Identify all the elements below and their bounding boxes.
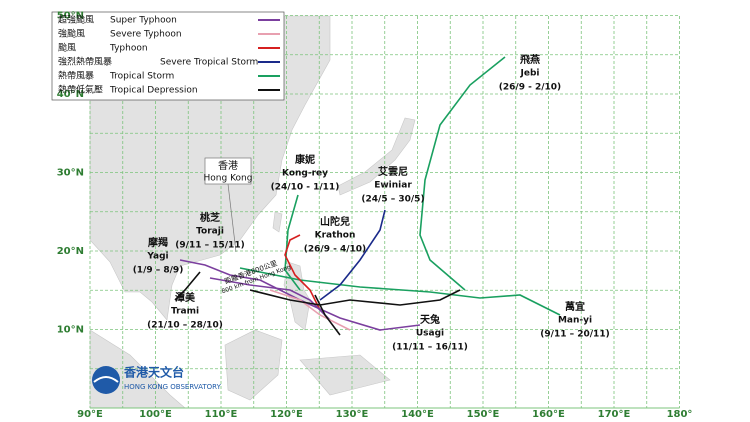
storm-name-en: Toraji <box>196 227 224 237</box>
longitude-label: 90°E <box>77 409 103 420</box>
legend-zh: 熱帶風暴 <box>58 70 94 82</box>
legend-zh: 熱帶低氣壓 <box>58 84 103 96</box>
storm-dates: (9/11 – 20/11) <box>540 330 609 340</box>
legend-zh: 超強颱風 <box>58 14 94 26</box>
storm-name-zh: 潭美 <box>175 291 196 304</box>
longitude-label: 100°E <box>139 409 172 420</box>
storm-dates: (24/5 – 30/5) <box>361 195 424 205</box>
storm-name-en: Kong-rey <box>282 169 328 179</box>
legend-en: Typhoon <box>109 44 148 54</box>
latitude-label: 40°N <box>57 89 84 100</box>
legend-zh: 強烈熱帶風暴 <box>58 56 112 68</box>
legend-zh: 強颱風 <box>58 28 85 40</box>
storm-dates: (21/10 – 28/10) <box>147 321 223 331</box>
storm-dates: (9/11 – 15/11) <box>175 241 244 251</box>
hong-kong-pointer <box>227 183 237 253</box>
storm-name-en: Trami <box>171 307 199 317</box>
logo-wave <box>93 376 119 383</box>
storm-name-zh: 天兔 <box>420 313 440 326</box>
storm-dates: (26/9 - 2/10) <box>499 83 561 93</box>
legend-box <box>51 11 285 101</box>
storm-dates: (26/9 - 4/10) <box>304 245 366 255</box>
longitude-label: 120°E <box>270 409 303 420</box>
latitude-label: 10°N <box>57 325 84 336</box>
storm-name-zh: 摩羯 <box>148 236 168 249</box>
storm-dates: (24/10 - 1/11) <box>271 183 340 193</box>
storm-name-zh: 桃芝 <box>200 211 220 224</box>
storm-name-en: Jebi <box>520 69 540 79</box>
storm-name-en: Usagi <box>416 329 444 339</box>
observatory-zh: 香港天文台 <box>123 365 184 380</box>
storm-name-zh: 康妮 <box>295 153 315 166</box>
observatory-logo <box>92 366 120 394</box>
longitude-label: 180° <box>667 409 693 420</box>
legend-zh: 颱風 <box>58 43 76 54</box>
storm-dates: (11/11 – 16/11) <box>392 343 468 353</box>
hong-kong-box <box>204 157 252 185</box>
hong-kong-en: Hong Kong <box>204 174 253 184</box>
storm-name-zh: 艾雲尼 <box>378 165 408 178</box>
storm-dates: (1/9 – 8/9) <box>133 266 184 276</box>
legend-en: Severe Typhoon <box>110 30 182 40</box>
latitude-label: 30°N <box>57 168 84 179</box>
storm-name-en: Ewiniar <box>374 181 412 191</box>
legend-en: Super Typhoon <box>110 16 177 26</box>
longitude-label: 110°E <box>205 409 238 420</box>
latitude-label: 50°N <box>57 11 84 22</box>
longitude-label: 130°E <box>336 409 369 420</box>
longitude-label: 160°E <box>532 409 565 420</box>
storm-name-en: Yagi <box>146 252 168 262</box>
legend-en: Severe Tropical Storm <box>160 58 258 68</box>
observatory-en: HONG KONG OBSERVATORY <box>124 383 222 391</box>
storm-name-en: Man-yi <box>558 316 592 326</box>
tracks <box>174 56 561 336</box>
storm-name-zh: 山陀兒 <box>320 215 350 228</box>
legend-en: Tropical Storm <box>109 72 174 82</box>
longitude-label: 140°E <box>401 409 434 420</box>
longitude-label: 150°E <box>467 409 500 420</box>
storm-name-zh: 萬宜 <box>565 300 585 313</box>
legend-en: Tropical Depression <box>109 86 198 96</box>
storm-name-zh: 飛燕 <box>519 53 540 66</box>
latitude-label: 20°N <box>57 246 84 257</box>
hong-kong-zh: 香港 <box>218 160 238 172</box>
longitude-label: 170°E <box>598 409 631 420</box>
storm-name-en: Krathon <box>315 231 356 241</box>
